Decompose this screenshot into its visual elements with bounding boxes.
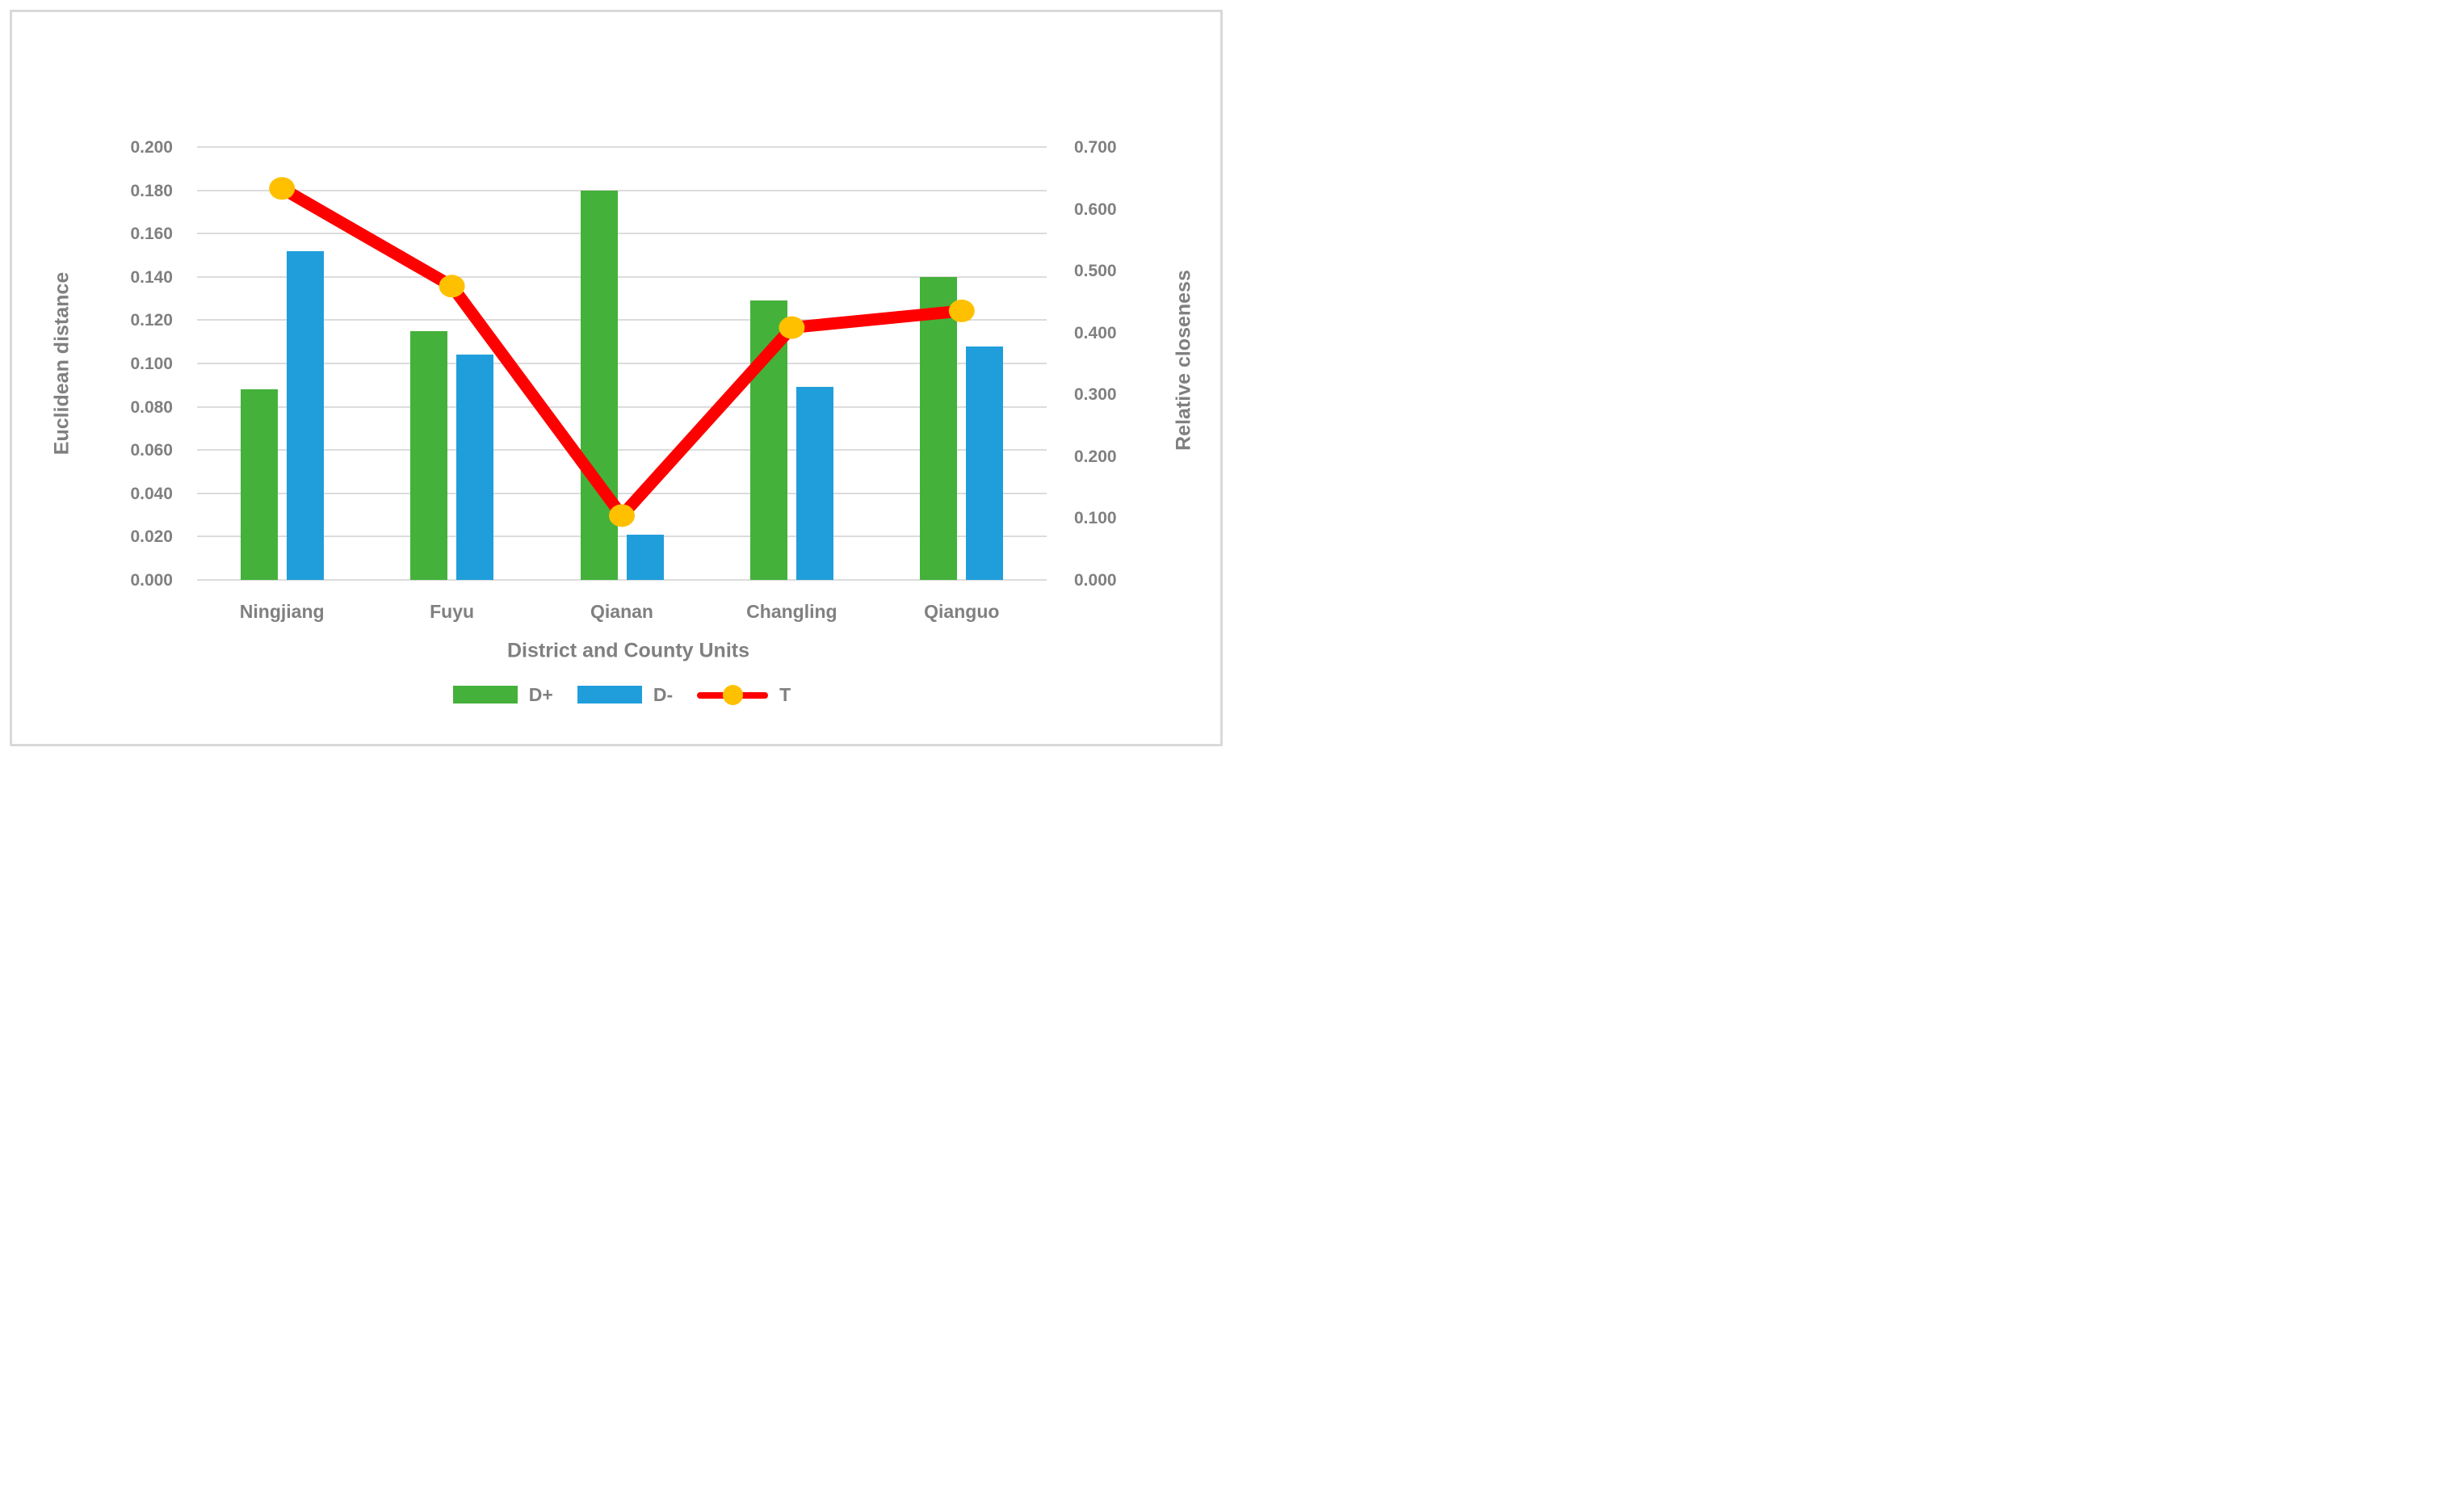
gridline: [197, 275, 1047, 278]
bar-dplus-ningjiang: [240, 389, 278, 580]
x-axis-title: District and County Units: [506, 639, 750, 662]
legend-item-t: T: [697, 678, 791, 711]
category-label-qianan: Qianan: [590, 601, 653, 622]
left-axis-tick: 0.180: [130, 181, 173, 200]
left-axis-tick: 0.000: [130, 571, 173, 590]
right-axis-tick: 0.700: [1074, 138, 1117, 157]
right-axis-tick: 0.400: [1074, 323, 1117, 342]
left-axis-tick: 0.080: [130, 397, 173, 417]
marker-t-qianan: [609, 504, 635, 527]
legend-line-marker-icon: [723, 685, 744, 705]
line-t: [275, 182, 968, 522]
right-axis-tick: 0.200: [1074, 447, 1117, 466]
gridline: [197, 233, 1047, 235]
left-axis-tick: 0.060: [130, 441, 173, 460]
left-axis-tick: 0.160: [130, 225, 173, 244]
left-axis-tick: 0.140: [130, 267, 173, 287]
bar-dminus-qianan: [626, 534, 664, 580]
gridline: [197, 363, 1047, 364]
legend: D+ D- T: [197, 678, 1047, 711]
right-axis-tick: 0.000: [1074, 571, 1117, 590]
category-label-changling: Changling: [746, 601, 837, 622]
legend-swatch-dminus: [577, 686, 642, 704]
marker-t-fuyu: [439, 275, 465, 298]
plot-area: [197, 146, 1047, 581]
left-axis-tick: 0.020: [130, 527, 173, 547]
legend-item-dplus: D+: [452, 683, 553, 705]
category-label-fuyu: Fuyu: [430, 601, 475, 622]
legend-line-sample-icon: [697, 678, 769, 711]
right-axis-tick: 0.500: [1074, 262, 1117, 281]
gridline: [197, 449, 1047, 452]
figure-canvas: Euclidean distance Relative closeness 0.…: [0, 0, 1232, 756]
legend-item-dminus: D-: [577, 683, 674, 705]
right-axis-tick: 0.300: [1074, 385, 1117, 405]
legend-label-dplus: D+: [528, 683, 553, 705]
left-axis-tick: 0.120: [130, 311, 173, 330]
left-axis-tick: 0.200: [130, 138, 173, 157]
bar-dminus-qianguo: [966, 346, 1004, 580]
gridline: [197, 405, 1047, 408]
category-label-qianguo: Qianguo: [924, 601, 1000, 622]
right-axis-tick: 0.100: [1074, 509, 1117, 528]
marker-t-changling: [779, 316, 805, 339]
right-axis-tick: 0.600: [1074, 200, 1117, 219]
gridline: [197, 189, 1047, 191]
marker-t-qianguo: [948, 299, 975, 322]
marker-t-ningjiang: [269, 177, 296, 200]
right-axis-title: Relative closeness: [1172, 270, 1195, 451]
left-axis-tick: 0.040: [130, 484, 173, 503]
legend-label-dminus: D-: [653, 683, 674, 705]
gridline: [197, 536, 1047, 538]
gridline: [197, 319, 1047, 321]
legend-swatch-dplus: [452, 686, 518, 704]
bar-dplus-fuyu: [410, 330, 448, 580]
bar-dminus-fuyu: [456, 355, 494, 580]
gridline: [197, 579, 1047, 581]
bar-dminus-changling: [795, 387, 833, 580]
legend-label-t: T: [779, 683, 791, 705]
gridline: [197, 492, 1047, 494]
bar-dminus-ningjiang: [286, 250, 324, 580]
line-series-layer: [269, 177, 975, 527]
bar-dplus-qianguo: [920, 276, 958, 580]
gridline: [197, 146, 1047, 148]
left-axis-tick: 0.100: [130, 355, 173, 373]
category-label-ningjiang: Ningjiang: [239, 601, 325, 622]
